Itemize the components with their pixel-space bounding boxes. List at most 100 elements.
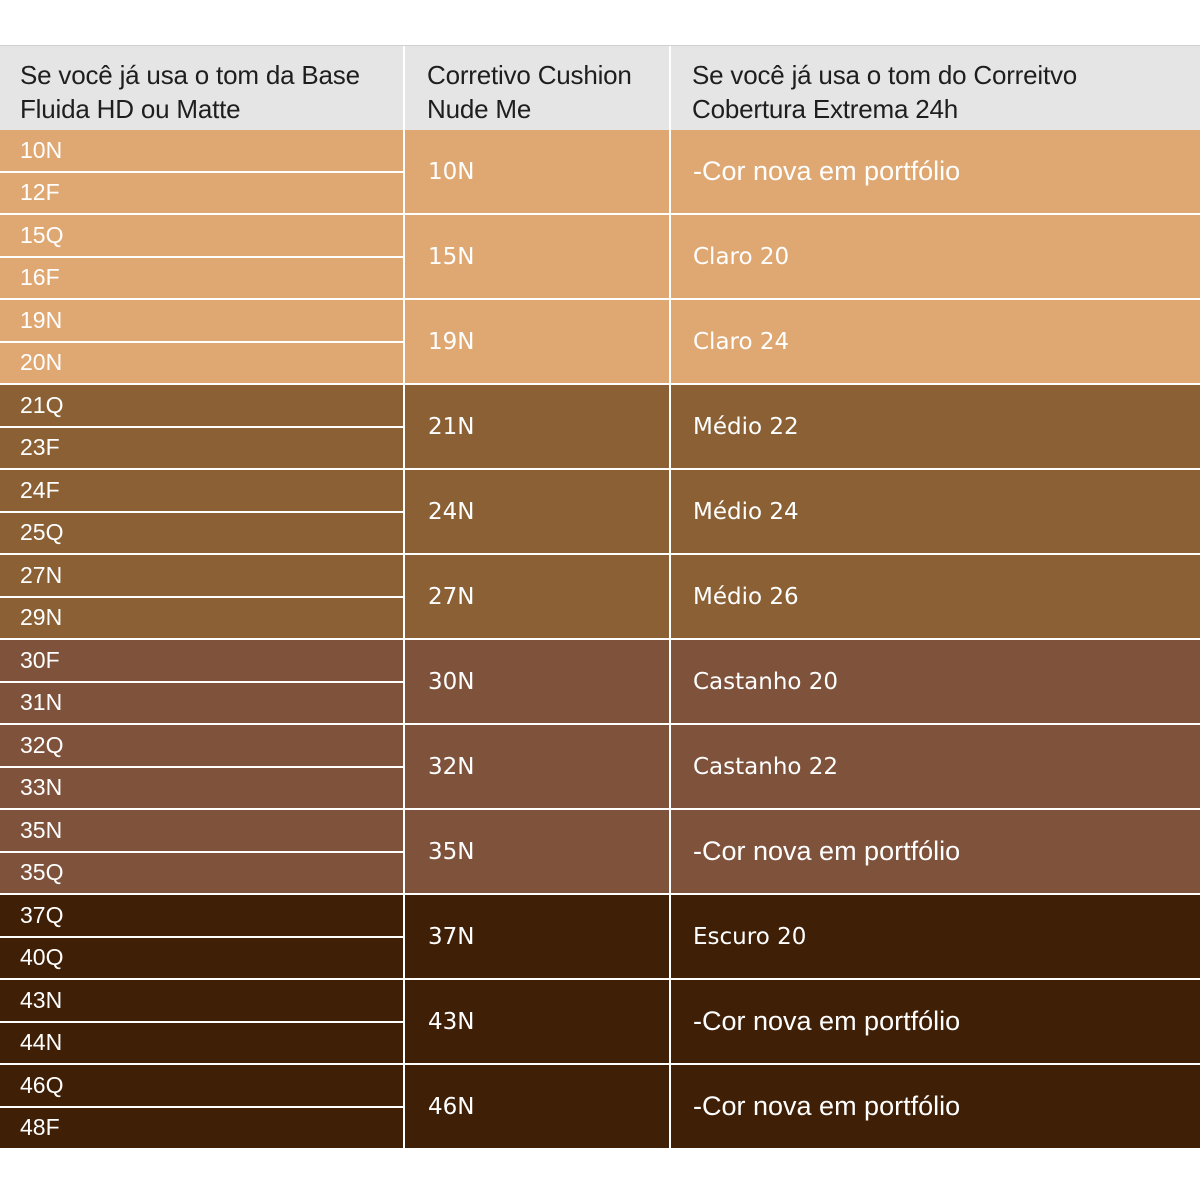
cobertura-shade-cell: -Cor nova em portfólio	[693, 836, 961, 866]
cushion-shade-cell: 46N	[428, 1093, 475, 1120]
base-shade-top: 24F	[20, 477, 60, 503]
column-divider	[669, 1065, 671, 1148]
row-divider	[0, 1021, 403, 1023]
cobertura-shade-cell: -Cor nova em portfólio	[693, 156, 961, 186]
row-divider	[0, 171, 403, 173]
column-divider	[403, 980, 405, 1063]
table-row: 32Q 33N 32N Castanho 22	[0, 723, 1200, 808]
table-row: 46Q 48F 46N -Cor nova em portfólio	[0, 1063, 1200, 1148]
table-row: 43N 44N 43N -Cor nova em portfólio	[0, 978, 1200, 1063]
base-shade-top: 46Q	[20, 1072, 64, 1098]
column-divider	[403, 1065, 405, 1148]
base-shade-bottom: 16F	[20, 264, 60, 290]
row-divider	[0, 681, 403, 683]
base-shades-cell: 32Q 33N	[0, 725, 403, 808]
base-shades-cell: 35N 35Q	[0, 810, 403, 893]
cobertura-shade-cell: Castanho 20	[693, 668, 839, 695]
base-shade-top: 10N	[20, 137, 63, 163]
table-body: 10N 12F 10N -Cor nova em portfólio 15Q 1…	[0, 130, 1200, 1148]
cobertura-shade-cell: Claro 20	[693, 243, 790, 270]
column-divider	[669, 300, 671, 383]
base-shade-bottom: 33N	[20, 774, 63, 800]
row-divider	[0, 936, 403, 938]
row-divider	[0, 426, 403, 428]
base-shade-bottom: 29N	[20, 604, 63, 630]
base-shade-bottom: 40Q	[20, 944, 64, 970]
header-divider	[403, 46, 405, 130]
column-divider	[669, 640, 671, 723]
cushion-shade-cell: 24N	[428, 498, 475, 525]
column-divider	[669, 215, 671, 298]
base-shade-top: 32Q	[20, 732, 64, 758]
cushion-shade-cell: 19N	[428, 328, 475, 355]
column-divider	[669, 385, 671, 468]
column-divider	[403, 555, 405, 638]
row-divider	[0, 1106, 403, 1108]
cobertura-shade-cell: -Cor nova em portfólio	[693, 1006, 961, 1036]
table-header: Se você já usa o tom da Base Fluida HD o…	[0, 45, 1200, 130]
base-shade-bottom: 35Q	[20, 859, 64, 885]
column-divider	[669, 980, 671, 1063]
base-shades-cell: 19N 20N	[0, 300, 403, 383]
cobertura-shade-cell: Claro 24	[693, 328, 790, 355]
base-shades-cell: 30F 31N	[0, 640, 403, 723]
row-divider	[0, 851, 403, 853]
base-shade-bottom: 48F	[20, 1114, 60, 1140]
base-shades-cell: 15Q 16F	[0, 215, 403, 298]
base-shade-bottom: 20N	[20, 349, 63, 375]
table-row: 30F 31N 30N Castanho 20	[0, 638, 1200, 723]
base-shade-top: 27N	[20, 562, 63, 588]
base-shade-bottom: 25Q	[20, 519, 64, 545]
cobertura-shade-cell: Médio 26	[693, 583, 799, 610]
base-shades-cell: 24F 25Q	[0, 470, 403, 553]
base-shade-top: 15Q	[20, 222, 64, 248]
table-row: 10N 12F 10N -Cor nova em portfólio	[0, 130, 1200, 213]
cushion-shade-cell: 43N	[428, 1008, 475, 1035]
table-row: 37Q 40Q 37N Escuro 20	[0, 893, 1200, 978]
column-divider	[403, 640, 405, 723]
column-divider	[403, 300, 405, 383]
base-shade-top: 21Q	[20, 392, 64, 418]
cushion-shade-cell: 35N	[428, 838, 475, 865]
column-divider	[403, 470, 405, 553]
column-divider	[403, 215, 405, 298]
header-cobertura-extrema: Se você já usa o tom do Correitvo Cobert…	[692, 60, 1078, 124]
column-divider	[403, 385, 405, 468]
table-row: 19N 20N 19N Claro 24	[0, 298, 1200, 383]
base-shades-cell: 43N 44N	[0, 980, 403, 1063]
column-divider	[669, 725, 671, 808]
column-divider	[669, 895, 671, 978]
base-shade-top: 37Q	[20, 902, 64, 928]
cobertura-shade-cell: Escuro 20	[693, 923, 807, 950]
base-shades-cell: 21Q 23F	[0, 385, 403, 468]
column-divider	[669, 470, 671, 553]
row-divider	[0, 256, 403, 258]
shade-conversion-table: Se você já usa o tom da Base Fluida HD o…	[0, 45, 1200, 1148]
cushion-shade-cell: 10N	[428, 158, 475, 185]
base-shades-cell: 46Q 48F	[0, 1065, 403, 1148]
base-shade-top: 43N	[20, 987, 63, 1013]
base-shades-cell: 37Q 40Q	[0, 895, 403, 978]
cushion-shade-cell: 15N	[428, 243, 475, 270]
table-row: 15Q 16F 15N Claro 20	[0, 213, 1200, 298]
row-divider	[0, 341, 403, 343]
cushion-shade-cell: 37N	[428, 923, 475, 950]
header-corretivo-cushion: Corretivo Cushion Nude Me	[427, 60, 632, 124]
column-divider	[403, 725, 405, 808]
base-shade-bottom: 31N	[20, 689, 63, 715]
base-shade-bottom: 44N	[20, 1029, 63, 1055]
cobertura-shade-cell: Médio 24	[693, 498, 799, 525]
base-shade-top: 19N	[20, 307, 63, 333]
column-divider	[669, 555, 671, 638]
row-divider	[0, 766, 403, 768]
row-divider	[0, 596, 403, 598]
table-row: 27N 29N 27N Médio 26	[0, 553, 1200, 638]
table-row: 24F 25Q 24N Médio 24	[0, 468, 1200, 553]
header-base-fluida: Se você já usa o tom da Base Fluida HD o…	[20, 60, 360, 124]
cobertura-shade-cell: Médio 22	[693, 413, 799, 440]
column-divider	[403, 810, 405, 893]
column-divider	[403, 895, 405, 978]
header-divider	[669, 46, 671, 130]
cushion-shade-cell: 30N	[428, 668, 475, 695]
base-shades-cell: 10N 12F	[0, 130, 403, 213]
